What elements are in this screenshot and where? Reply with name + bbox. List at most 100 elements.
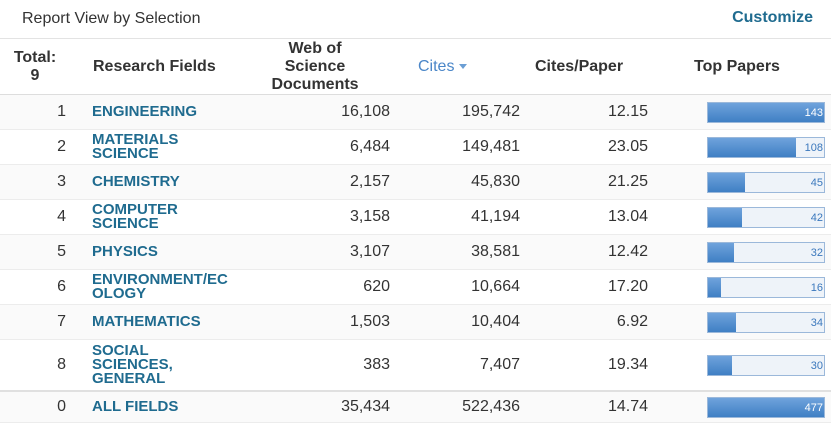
- field-cell: PHYSICS: [80, 234, 240, 270]
- bar-label: 30: [810, 359, 823, 372]
- top-papers-bar: 34: [707, 311, 825, 333]
- customize-link[interactable]: Customize: [732, 9, 813, 26]
- bar-label: 45: [810, 176, 823, 189]
- documents: 2,157: [240, 164, 390, 200]
- field-cell: MATHEMATICS: [80, 304, 240, 340]
- cites: 522,436: [390, 390, 520, 423]
- bar-fill: [708, 102, 824, 122]
- rank: 6: [0, 269, 80, 305]
- report-title: Report View by Selection: [22, 10, 201, 27]
- documents: 620: [240, 269, 390, 305]
- cites: 41,194: [390, 199, 520, 235]
- table-body: 1 ENGINEERING 16,108 195,742 12.15 143 2 MATERI…: [0, 94, 831, 423]
- cites: 7,407: [390, 339, 520, 392]
- bar-label: 108: [804, 141, 823, 154]
- field-cell: MATERIALS SCIENCE: [80, 129, 240, 165]
- table-row: 3 CHEMISTRY 2,157 45,830 21.25 45: [0, 164, 831, 200]
- cites: 45,830: [390, 164, 520, 200]
- table-row: 5 PHYSICS 3,107 38,581 12.42 32: [0, 234, 831, 270]
- top-papers-cell: 108: [660, 129, 831, 165]
- bar-label: 32: [810, 246, 823, 259]
- field-link[interactable]: CHEMISTRY: [92, 173, 180, 190]
- table-row: 4 COMPUTER SCIENCE 3,158 41,194 13.04 42: [0, 199, 831, 235]
- sort-indicator: [459, 64, 468, 70]
- table-row: 7 MATHEMATICS 1,503 10,404 6.92 34: [0, 304, 831, 340]
- table-row: 2 MATERIALS SCIENCE 6,484 149,481 23.05 108: [0, 129, 831, 165]
- top-papers-cell: 143: [660, 94, 831, 130]
- field-cell: SOCIAL SCIENCES, GENERAL: [80, 339, 240, 392]
- column-header[interactable]: Cites/Paper: [520, 40, 660, 95]
- cites: 38,581: [390, 234, 520, 270]
- top-papers-cell: 30: [660, 339, 831, 392]
- rank: 7: [0, 304, 80, 340]
- column-header-sorted[interactable]: Cites: [390, 40, 520, 95]
- cites-per-paper: 12.15: [520, 94, 660, 130]
- top-papers-bar: 42: [707, 206, 825, 228]
- bar-label: 143: [804, 106, 823, 119]
- bar-fill: [708, 137, 796, 157]
- cites-per-paper: 19.34: [520, 339, 660, 392]
- rank: 1: [0, 94, 80, 130]
- top-papers-bar: 32: [707, 241, 825, 263]
- bar-fill: [708, 312, 736, 332]
- table-row: 1 ENGINEERING 16,108 195,742 12.15 143: [0, 94, 831, 130]
- top-papers-cell: 32: [660, 234, 831, 270]
- cites: 10,404: [390, 304, 520, 340]
- rank: 8: [0, 339, 80, 392]
- column-header[interactable]: Research Fields: [80, 40, 240, 95]
- total-count: 9: [30, 67, 40, 84]
- documents: 3,107: [240, 234, 390, 270]
- cites-per-paper: 21.25: [520, 164, 660, 200]
- top-papers-bar: 30: [707, 354, 825, 376]
- column-header[interactable]: Web of Science Documents: [240, 40, 390, 95]
- field-link[interactable]: PHYSICS: [92, 243, 158, 260]
- field-link[interactable]: ALL FIELDS: [92, 398, 179, 415]
- documents: 6,484: [240, 129, 390, 165]
- field-link[interactable]: COMPUTER SCIENCE: [92, 201, 178, 232]
- top-papers-cell: 45: [660, 164, 831, 200]
- column-header[interactable]: Top Papers: [660, 40, 831, 95]
- bar-fill: [708, 207, 743, 227]
- cites-per-paper: 14.74: [520, 390, 660, 423]
- bar-label: 16: [810, 281, 823, 294]
- field-link[interactable]: MATERIALS SCIENCE: [92, 131, 179, 162]
- cites: 10,664: [390, 269, 520, 305]
- cites-per-paper: 13.04: [520, 199, 660, 235]
- rank: 2: [0, 129, 80, 165]
- header-bar: Report View by Selection Customize: [0, 0, 831, 39]
- bar-fill: [708, 397, 824, 417]
- table-row: 0 ALL FIELDS 35,434 522,436 14.74 477: [0, 390, 831, 423]
- rank: 0: [0, 390, 80, 423]
- top-papers-cell: 42: [660, 199, 831, 235]
- bar-label: 42: [810, 211, 823, 224]
- bar-label: 477: [804, 401, 823, 414]
- field-link[interactable]: ENVIRONMENT/ECOLOGY: [92, 271, 228, 302]
- bar-label: 34: [810, 316, 823, 329]
- cites-per-paper: 23.05: [520, 129, 660, 165]
- rank: 3: [0, 164, 80, 200]
- top-papers-cell: 16: [660, 269, 831, 305]
- bar-fill: [708, 172, 745, 192]
- top-papers-bar: 108: [707, 136, 825, 158]
- total-header: Total: 9: [0, 40, 80, 95]
- top-papers-cell: 477: [660, 390, 831, 423]
- field-cell: ENGINEERING: [80, 94, 240, 130]
- cites: 195,742: [390, 94, 520, 130]
- report-table: Total: 9 Research Fields Web of Science D…: [0, 40, 831, 423]
- field-cell: CHEMISTRY: [80, 164, 240, 200]
- field-link[interactable]: ENGINEERING: [92, 103, 198, 120]
- cites-per-paper: 12.42: [520, 234, 660, 270]
- table-row: 6 ENVIRONMENT/ECOLOGY 620 10,664 17.20 16: [0, 269, 831, 305]
- field-cell: COMPUTER SCIENCE: [80, 199, 240, 235]
- documents: 383: [240, 339, 390, 392]
- documents: 1,503: [240, 304, 390, 340]
- field-link[interactable]: SOCIAL SCIENCES, GENERAL: [92, 342, 173, 387]
- total-label: Total:: [13, 49, 57, 66]
- header-row: Total: 9 Research Fields Web of Science D…: [0, 40, 831, 95]
- cites-per-paper: 6.92: [520, 304, 660, 340]
- field-link[interactable]: MATHEMATICS: [92, 313, 201, 330]
- field-cell: ENVIRONMENT/ECOLOGY: [80, 269, 240, 305]
- top-papers-cell: 34: [660, 304, 831, 340]
- rank: 5: [0, 234, 80, 270]
